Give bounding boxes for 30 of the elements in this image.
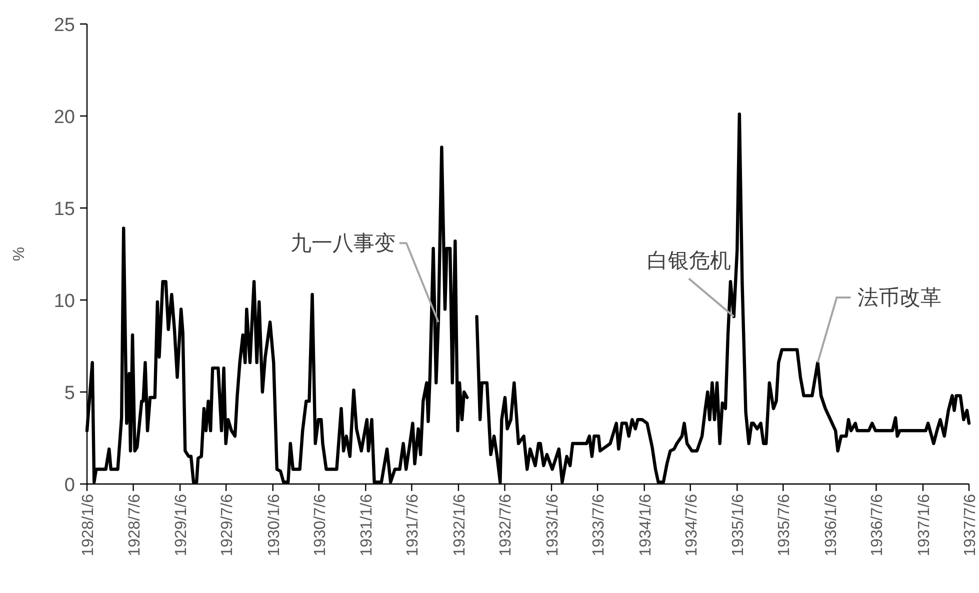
x-tick-label: 1929/7/6 [219, 494, 236, 556]
x-tick-label: 1932/1/6 [451, 494, 468, 556]
x-tick-label: 1928/1/6 [80, 494, 97, 556]
x-tick-label: 1929/1/6 [173, 494, 190, 556]
x-tick-label: 1934/1/6 [637, 494, 654, 556]
x-tick-label: 1933/1/6 [544, 494, 562, 556]
x-tick-label: 1933/7/6 [590, 494, 608, 556]
annotation: 法币改革 [858, 286, 942, 310]
x-tick-label: 1935/7/6 [776, 494, 794, 556]
y-tick-label: 10 [54, 291, 75, 312]
annotation: 白银危机 [646, 250, 731, 273]
x-tick-label: 1937/7/6 [962, 494, 979, 556]
y-tick-label: 20 [54, 107, 75, 128]
y-tick-label: 0 [64, 475, 75, 496]
x-tick-label: 1932/7/6 [498, 494, 515, 556]
x-tick-label: 1931/7/6 [404, 494, 422, 556]
x-tick-label: 1936/1/6 [822, 494, 840, 556]
annotation: 九一八事变 [290, 232, 396, 256]
y-tick-label: 15 [54, 199, 75, 220]
x-tick-label: 1930/1/6 [266, 494, 283, 556]
x-tick-label: 1928/7/6 [126, 494, 144, 556]
x-tick-label: 1936/7/6 [869, 494, 886, 556]
x-tick-label: 1934/7/6 [683, 494, 700, 556]
y-axis-title: % [11, 246, 28, 262]
x-tick-label: 1937/1/6 [916, 494, 933, 556]
x-tick-label: 1931/1/6 [358, 494, 376, 556]
x-tick-label: 1930/7/6 [312, 494, 329, 556]
x-tick-label: 1935/1/6 [730, 494, 748, 556]
y-tick-label: 25 [54, 15, 75, 36]
y-tick-label: 5 [64, 383, 75, 404]
